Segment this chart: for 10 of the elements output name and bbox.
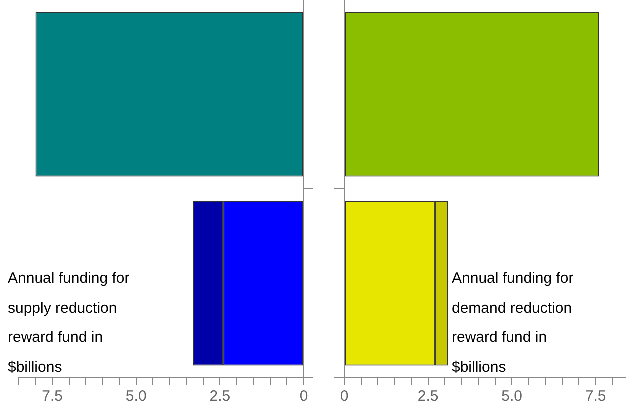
annotation: Annual funding for demand reduction reward fund in $billions xyxy=(452,269,575,378)
x-tick-label: 7.5 xyxy=(585,388,606,406)
x-tick-label: 2.5 xyxy=(210,388,231,406)
annotation: Annual funding for supply reduction reward fund in $billions xyxy=(8,269,131,378)
x-tick-label: 5.0 xyxy=(126,388,147,406)
x-tick-label: 0 xyxy=(300,388,308,406)
x-tick-label: 5.0 xyxy=(502,388,522,406)
x-tick-label: 7.5 xyxy=(42,388,63,406)
x-tick-label: 0 xyxy=(340,388,349,406)
x-tick-label: 2.5 xyxy=(418,388,439,406)
